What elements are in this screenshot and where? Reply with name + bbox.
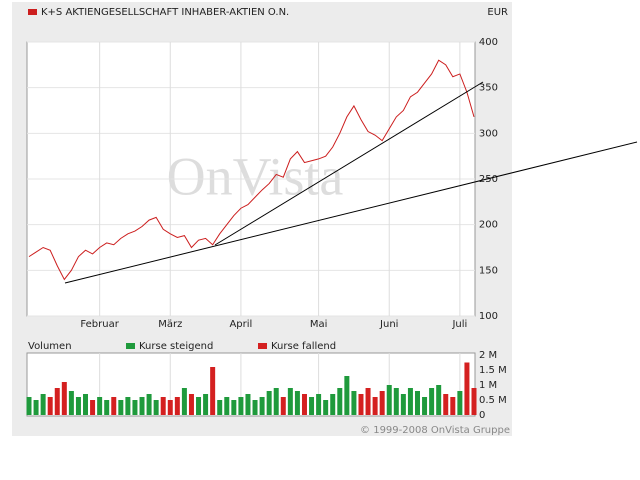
volume-bar [365,388,371,415]
volume-label: Volumen [28,341,72,352]
volume-bar [111,397,117,415]
volume-bar [33,400,39,415]
x-tick-label: März [158,319,182,330]
volume-bar [68,391,74,415]
x-tick-label: Mai [310,319,328,330]
volume-bar [358,394,364,415]
x-tick-label: April [229,319,252,330]
volume-bar [54,388,60,415]
volume-bar [132,400,138,415]
y-tick-label: 100 [479,311,498,322]
x-tick-label: Februar [80,319,119,330]
trend-line [214,81,484,246]
volume-bar [139,397,145,415]
volume-bar [125,397,131,415]
volume-bar [287,388,293,415]
y-tick-label: 200 [479,220,498,231]
volume-bar [457,391,463,415]
volume-bar [224,397,230,415]
volume-bar [210,367,216,415]
volume-bar [245,394,251,415]
volume-tick-label: 2 M [479,350,497,361]
volume-tick-label: 0.5 M [479,395,507,406]
volume-bar [273,388,279,415]
volume-bar [238,397,244,415]
down-label: Kurse fallend [271,341,336,352]
chart-title: K+S AKTIENGESELLSCHAFT INHABER-AKTIEN O.… [41,7,289,18]
y-tick-label: 400 [479,37,498,48]
volume-bar [464,362,470,415]
volume-bar [436,385,442,415]
unit: EUR [487,7,508,18]
volume-bar [153,400,159,415]
volume-bar [443,394,449,415]
volume-bar [301,394,307,415]
volume-bar [372,397,378,415]
volume-bar [259,397,265,415]
y-tick-label: 300 [479,128,498,139]
volume-bar [26,397,32,415]
footer: © 1999-2008 OnVista Gruppe [360,425,510,436]
y-tick-label: 250 [479,174,498,185]
volume-bar [203,394,209,415]
up-label: Kurse steigend [139,341,213,352]
y-tick-label: 350 [479,83,498,94]
volume-bar [280,397,286,415]
up-swatch [126,343,135,349]
volume-bar [146,394,152,415]
volume-bar [294,391,300,415]
volume-bar [471,388,477,415]
volume-bar [174,397,180,415]
volume-bar [61,382,67,415]
volume-bar [252,400,258,415]
volume-tick-label: 1 M [479,380,497,391]
down-swatch [258,343,267,349]
volume-bar [316,394,322,415]
y-tick-label: 150 [479,265,498,276]
volume-bar [323,400,329,415]
legend-swatch [28,9,37,15]
volume-bar [47,397,53,415]
volume-bar [90,400,96,415]
watermark: OnVista [167,146,344,206]
volume-bar [40,394,46,415]
volume-bar [344,376,350,415]
volume-bar [351,391,357,415]
volume-bar [75,397,81,415]
volume-bar [83,394,89,415]
volume-bar [400,394,406,415]
volume-bar [422,397,428,415]
volume-bar [337,388,343,415]
volume-bar [266,391,272,415]
volume-bar [97,397,103,415]
x-tick-label: Juni [379,319,398,330]
x-tick-label: Juli [451,319,467,330]
volume-bar [160,397,166,415]
volume-bar [231,400,237,415]
price-line [28,59,475,281]
volume-bar [429,388,435,415]
volume-bar [118,400,124,415]
volume-bar [217,400,223,415]
volume-bar [309,397,315,415]
trend-line [64,141,638,284]
volume-bar [450,397,456,415]
volume-bar [379,391,385,415]
volume-bar [407,388,413,415]
volume-bar [196,397,202,415]
volume-bar [104,400,110,415]
volume-bar [188,394,194,415]
volume-tick-label: 1.5 M [479,365,507,376]
volume-bar [181,388,187,415]
volume-bar [393,388,399,415]
volume-tick-label: 0 [479,410,485,421]
volume-bar [414,391,420,415]
volume-bar [330,394,336,415]
volume-bar [167,400,173,415]
volume-bar [386,385,392,415]
